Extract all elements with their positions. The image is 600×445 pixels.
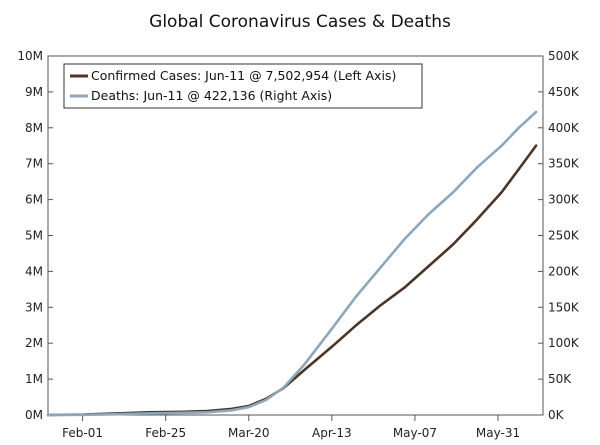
left-axis-tick-label: 1M (25, 372, 43, 386)
left-axis-tick-label: 2M (25, 336, 43, 350)
right-axis-tick-label: 200K (548, 264, 580, 278)
left-axis-tick-label: 4M (25, 264, 43, 278)
plot-frame (47, 55, 544, 416)
right-axis-tick-label: 250K (548, 229, 580, 243)
x-axis-tick-label: Mar-20 (228, 426, 269, 440)
x-axis: Feb-01 Feb-25 Mar-20 Apr-13 May-07 May-31 (62, 415, 520, 440)
legend-label-deaths: Deaths: Jun-11 @ 422,136 (Right Axis) (91, 88, 332, 103)
right-axis-tick-label: 50K (548, 372, 572, 386)
right-axis-tick-label: 350K (548, 157, 580, 171)
right-axis-tick-label: 450K (548, 85, 580, 99)
right-axis-tick-label: 150K (548, 300, 580, 314)
legend: Confirmed Cases: Jun-11 @ 7,502,954 (Lef… (63, 63, 423, 109)
left-axis-tick-label: 10M (17, 49, 43, 63)
left-axis-tick-label: 7M (25, 157, 43, 171)
legend-label-confirmed-cases: Confirmed Cases: Jun-11 @ 7,502,954 (Lef… (91, 68, 396, 83)
series-layer (46, 110, 538, 417)
x-axis-tick-label: Feb-25 (145, 426, 186, 440)
x-axis-tick-label: May-07 (393, 426, 437, 440)
right-axis-tick-label: 0K (548, 408, 565, 422)
right-axis-tick-label: 300K (548, 193, 580, 207)
left-axis-tick-label: 5M (25, 229, 43, 243)
x-axis-tick-label: Apr-13 (312, 426, 352, 440)
left-axis-tick-label: 8M (25, 121, 43, 135)
left-axis-tick-label: 9M (25, 85, 43, 99)
left-axis-tick-label: 6M (25, 193, 43, 207)
series-line-confirmed-cases (46, 144, 538, 417)
right-axis-tick-label: 500K (548, 49, 580, 63)
series-line-deaths (46, 110, 538, 417)
right-axis: 0K 50K 100K 150K 200K 250K 300K 350K 400K 450K 500… (538, 49, 580, 422)
left-axis-tick-label: 3M (25, 300, 43, 314)
right-axis-tick-label: 100K (548, 336, 580, 350)
x-axis-tick-label: May-31 (476, 426, 520, 440)
left-axis: 0M 1M 2M 3M 4M 5M 6M 7M 8M 9M 10M (17, 49, 53, 422)
right-axis-tick-label: 400K (548, 121, 580, 135)
x-axis-tick-label: Feb-01 (62, 426, 103, 440)
legend-box (63, 63, 423, 109)
left-axis-tick-label: 0M (25, 408, 43, 422)
chart-title: Global Coronavirus Cases & Deaths (149, 12, 451, 32)
